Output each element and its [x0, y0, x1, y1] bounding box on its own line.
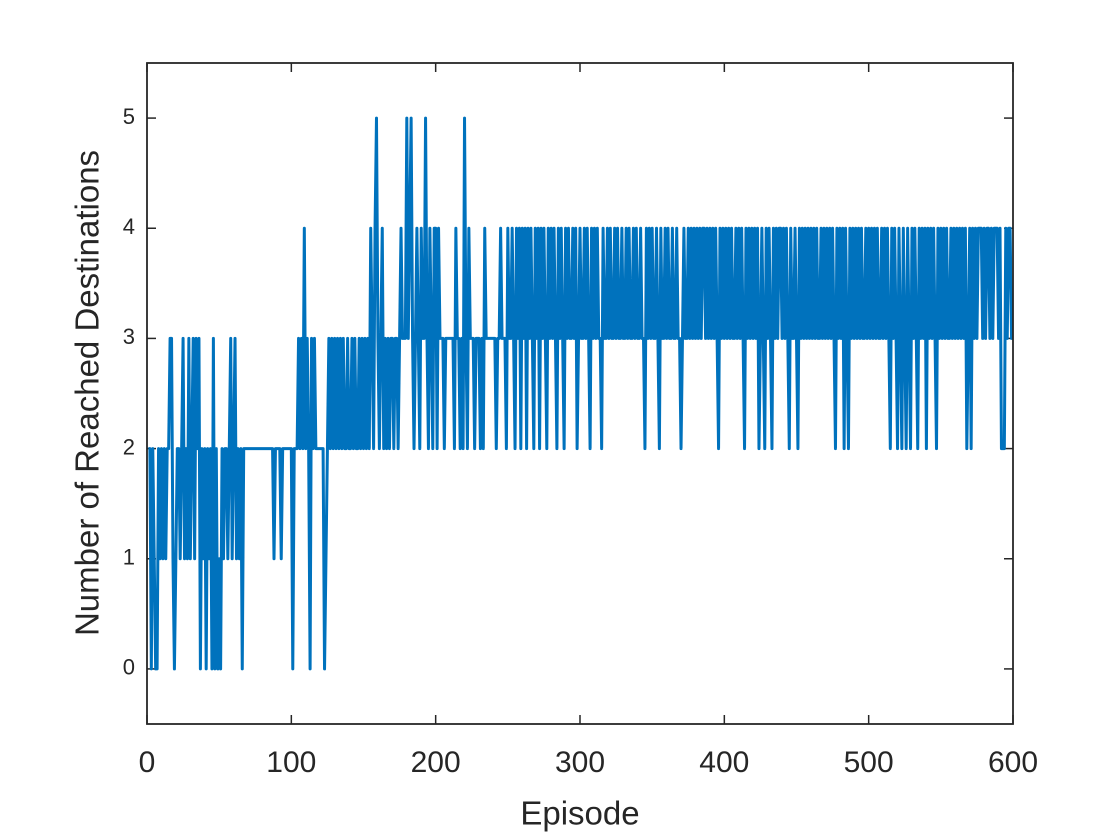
- y-tick-label: 0: [123, 655, 135, 680]
- x-tick-label: 600: [988, 746, 1038, 779]
- y-tick-label: 5: [123, 104, 135, 129]
- plot-frame: [146, 62, 1014, 725]
- y-tick-label: 2: [123, 434, 135, 459]
- y-axis-label: Number of Reached Destinations: [69, 150, 106, 636]
- x-tick-label: 400: [699, 746, 749, 779]
- x-tick-label: 300: [555, 746, 605, 779]
- data-line: [148, 116, 1013, 671]
- x-axis-label: Episode: [520, 795, 639, 832]
- y-tick-label: 1: [123, 545, 135, 570]
- y-tick-label: 4: [123, 214, 135, 239]
- x-tick-label: 500: [844, 746, 894, 779]
- x-tick-label: 100: [266, 746, 316, 779]
- x-tick-label: 200: [411, 746, 461, 779]
- y-tick-label: 3: [123, 324, 135, 349]
- x-tick-label: 0: [139, 746, 156, 779]
